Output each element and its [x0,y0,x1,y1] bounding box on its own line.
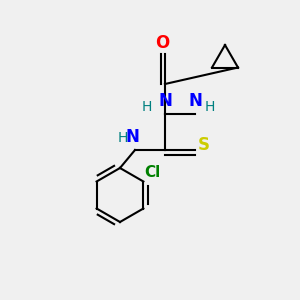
Text: N: N [188,92,202,110]
Text: S: S [198,136,210,154]
Text: Cl: Cl [144,165,160,180]
Text: H: H [118,131,128,146]
Text: H: H [205,100,215,114]
Text: N: N [158,92,172,110]
Text: O: O [155,34,169,52]
Text: N: N [125,128,139,146]
Text: H: H [142,100,152,114]
